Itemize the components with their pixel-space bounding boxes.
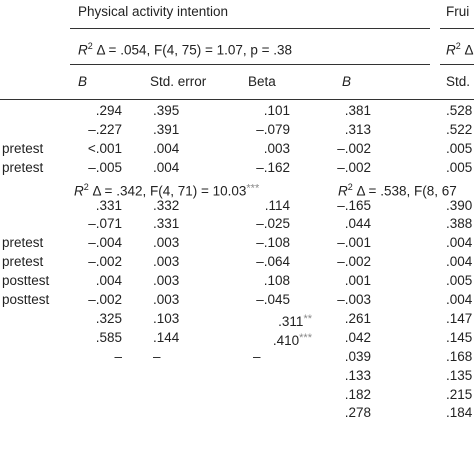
cell-std-2: .004 <box>446 254 473 269</box>
cell-std-2: .147 <box>446 311 473 326</box>
cell-std-error: .332 <box>153 198 180 213</box>
row-label: pretest <box>2 235 44 250</box>
cell-std-error: .103 <box>153 311 180 326</box>
cell-b: –.002 <box>88 292 122 307</box>
cell-b-2: .381 <box>344 103 371 118</box>
cell-std-2: .215 <box>446 387 473 402</box>
model-stat-2: R2 Δ <box>446 41 474 58</box>
header-bottom-rule <box>0 99 474 100</box>
cell-beta: .003 <box>263 141 290 156</box>
cell-b-2: –.002 <box>337 141 371 156</box>
col-header-b: B <box>78 74 88 89</box>
row-label: posttest <box>2 273 50 288</box>
cell-std-error: .003 <box>153 273 180 288</box>
cell-beta: .114 <box>264 198 290 213</box>
row-label: posttest <box>2 292 50 307</box>
cell-std-2: .390 <box>446 198 473 213</box>
cell-beta: .311** <box>278 313 312 329</box>
col-header-std-2: Std. <box>446 74 471 89</box>
cell-b-2: .182 <box>344 387 371 402</box>
model-stat-row-2: R2 Δ = .538, F(8, 67 <box>338 182 457 199</box>
cell-beta: –.025 <box>256 216 290 231</box>
cell-b: <.001 <box>87 141 122 156</box>
cell-b-2: .278 <box>344 405 371 420</box>
cell-b-2: .313 <box>344 122 371 137</box>
row-label: pretest <box>2 254 44 269</box>
cell-b-2: .133 <box>344 368 371 383</box>
col-header-b-2: B <box>342 74 352 89</box>
cell-std-error: .331 <box>153 216 180 231</box>
cell-b-2: .001 <box>344 273 371 288</box>
cell-b: .331 <box>95 198 122 213</box>
cell-b-2: –.002 <box>337 160 371 175</box>
cell-b: –.002 <box>88 254 122 269</box>
cell-std-error: .004 <box>153 141 180 156</box>
cell-std-2: .005 <box>446 273 473 288</box>
cell-b-2: –.001 <box>337 235 371 250</box>
cell-beta: –.064 <box>256 254 290 269</box>
cell-beta: .410*** <box>272 332 312 348</box>
cell-beta: – <box>253 349 261 364</box>
cell-std-error: .003 <box>153 254 180 269</box>
cell-b: .585 <box>95 330 122 345</box>
group-header-physical-activity: Physical activity intention <box>78 4 229 19</box>
cell-std-error: .003 <box>153 235 180 250</box>
cell-std-2: .145 <box>446 330 473 345</box>
cell-std-2: .168 <box>446 349 473 364</box>
cell-std-2: .005 <box>446 160 473 175</box>
cell-beta: –.108 <box>256 235 290 250</box>
group-rule-2 <box>440 28 474 29</box>
cell-b: .325 <box>95 311 122 326</box>
cell-b: –.004 <box>88 235 122 250</box>
cell-std-2: .135 <box>446 368 473 383</box>
cell-b-2: .039 <box>344 349 371 364</box>
row-label: pretest <box>2 141 44 156</box>
cell-b-2: –.165 <box>337 198 371 213</box>
cell-beta: –.045 <box>256 292 290 307</box>
cell-b: .294 <box>95 103 122 118</box>
cell-std-error: .003 <box>153 292 180 307</box>
cell-std-2: .528 <box>446 103 473 118</box>
model-rule-2 <box>440 64 474 65</box>
significance-marker: *** <box>246 182 260 195</box>
model-stat-row-1: R2 Δ = .342, F(4, 71) = 10.03*** <box>74 182 260 199</box>
significance-marker: ** <box>303 313 312 325</box>
cell-std-error: – <box>153 349 161 364</box>
col-header-std-error: Std. error <box>150 74 207 89</box>
cell-beta: .101 <box>263 103 290 118</box>
group-header-fruit: Frui <box>446 4 470 19</box>
cell-std-2: .388 <box>446 216 473 231</box>
cell-b: –.227 <box>88 122 122 137</box>
model-rule-1 <box>70 64 430 65</box>
cell-std-error: .395 <box>153 103 180 118</box>
cell-std-2: .005 <box>446 141 473 156</box>
col-header-beta: Beta <box>248 74 276 89</box>
cell-std-2: .004 <box>446 292 473 307</box>
cell-b: .004 <box>95 273 122 288</box>
cell-std-2: .004 <box>446 235 473 250</box>
cell-b-2: .044 <box>344 216 371 231</box>
cell-b: –.005 <box>88 160 122 175</box>
cell-std-error: .144 <box>153 330 180 345</box>
cell-b-2: .042 <box>344 330 371 345</box>
cell-b: – <box>114 349 122 364</box>
significance-marker: *** <box>299 332 312 344</box>
model-stat-1: R2 Δ = .054, F(4, 75) = 1.07, p = .38 <box>78 41 293 58</box>
cell-beta: .108 <box>263 273 290 288</box>
cell-b-2: –.003 <box>337 292 371 307</box>
cell-std-2: .522 <box>446 122 473 137</box>
cell-beta: –.079 <box>256 122 290 137</box>
cell-b: –.071 <box>88 216 122 231</box>
cell-beta: –.162 <box>256 160 290 175</box>
row-label: pretest <box>2 160 44 175</box>
cell-b-2: .261 <box>344 311 371 326</box>
group-rule-1 <box>70 28 430 29</box>
cell-std-error: .391 <box>153 122 180 137</box>
cell-b-2: –.002 <box>337 254 371 269</box>
cell-std-2: .184 <box>446 405 473 420</box>
cell-std-error: .004 <box>153 160 180 175</box>
